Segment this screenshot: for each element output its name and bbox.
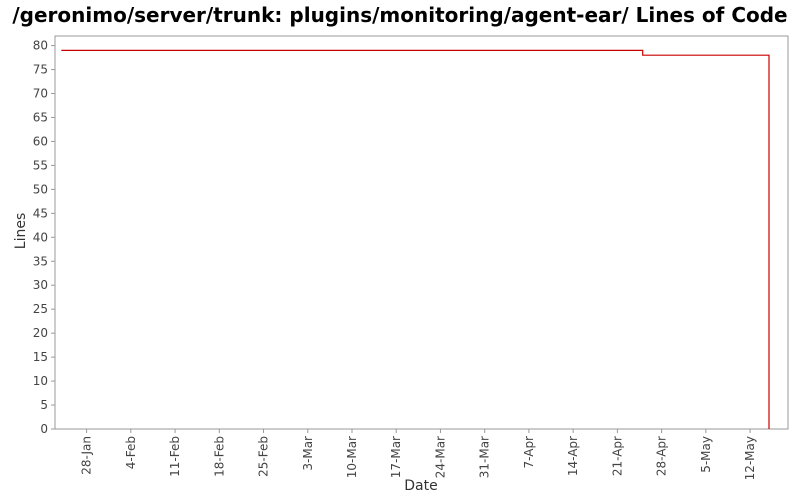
y-tick-label: 40 xyxy=(33,230,48,244)
y-tick-label: 5 xyxy=(40,398,48,412)
x-tick-label: 4-Feb xyxy=(124,436,138,469)
x-tick-label: 14-Apr xyxy=(566,436,580,476)
y-tick-label: 60 xyxy=(33,134,48,148)
x-axis: 28-Jan 4-Feb 11-Feb 18-Feb 25-Feb 3-Mar 10-Mar… xyxy=(80,429,757,480)
y-tick-label: 25 xyxy=(33,302,48,316)
x-tick-label: 7-Apr xyxy=(522,436,536,469)
x-tick-label: 28-Jan xyxy=(80,436,94,475)
series-line-0 xyxy=(61,49,770,429)
x-tick-label: 3-Mar xyxy=(301,436,315,471)
x-tick-label: 11-Feb xyxy=(168,436,182,477)
y-tick-label: 80 xyxy=(33,39,48,53)
y-tick-label: 75 xyxy=(33,63,48,77)
x-tick-label: 21-Apr xyxy=(610,436,624,476)
y-tick-label: 30 xyxy=(33,278,48,292)
plot-area xyxy=(54,35,789,430)
x-tick-label: 24-Mar xyxy=(433,436,447,478)
x-tick-label: 12-May xyxy=(743,436,757,480)
x-tick-label: 25-Feb xyxy=(257,436,271,477)
x-axis-label: Date xyxy=(404,478,437,494)
y-tick-label: 0 xyxy=(40,422,48,436)
series-layer xyxy=(61,49,770,429)
y-tick-label: 50 xyxy=(33,182,48,196)
y-tick-label: 70 xyxy=(33,87,48,101)
y-axis: 0 5 10 15 20 25 30 35 40 45 50 55 60 65 70 75 80 xyxy=(33,39,55,436)
x-tick-label: 31-Mar xyxy=(478,436,492,478)
x-tick-label: 18-Feb xyxy=(212,436,226,477)
y-tick-label: 10 xyxy=(33,374,48,388)
y-tick-label: 55 xyxy=(33,158,48,172)
y-tick-label: 20 xyxy=(33,326,48,340)
x-tick-label: 10-Mar xyxy=(345,436,359,478)
y-tick-label: 35 xyxy=(33,254,48,268)
y-tick-label: 15 xyxy=(33,350,48,364)
chart-title: /geronimo/server/trunk: plugins/monitori… xyxy=(12,3,787,27)
x-tick-label: 5-May xyxy=(699,436,713,473)
y-axis-label: Lines xyxy=(13,213,29,249)
y-tick-label: 65 xyxy=(33,110,48,124)
x-tick-label: 17-Mar xyxy=(389,436,403,478)
x-tick-label: 28-Apr xyxy=(655,436,669,476)
y-tick-label: 45 xyxy=(33,206,48,220)
